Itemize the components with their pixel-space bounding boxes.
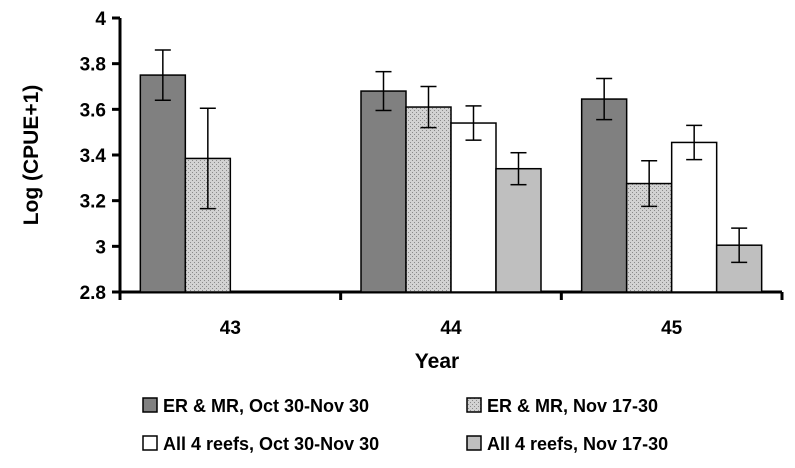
legend-label: ER & MR, Oct 30-Nov 30 [163,396,369,416]
legend: ER & MR, Oct 30-Nov 30 ER & MR, Nov 17-30… [142,396,668,454]
y-tick-label: 2.8 [80,283,106,304]
bar [360,90,407,293]
bar [139,74,187,293]
bar [450,122,497,293]
legend-swatch [142,435,158,451]
legend-swatch [142,397,158,413]
y-axis-title: Log (CPUE+1) [20,85,43,226]
legend-label: ER & MR, Nov 17-30 [487,396,658,416]
legend-label: All 4 reefs, Oct 30-Nov 30 [163,434,379,454]
x-tick-label: 44 [440,318,462,339]
y-tick-label: 3 [95,237,106,258]
x-tick-label: 43 [220,318,241,339]
legend-swatch [466,435,482,451]
y-tick-label: 3.8 [80,55,106,76]
y-tick-label: 3.2 [80,192,106,213]
x-tick-label: 45 [661,318,683,339]
plot-area: 2.8 3 3.2 3.4 3.6 3.8 4 43 44 45 [80,9,784,339]
bar [580,98,628,293]
y-tick-label: 3.4 [80,146,107,167]
bar [495,167,542,293]
legend-label: All 4 reefs, Nov 17-30 [487,434,668,454]
y-tick-label: 3.6 [80,100,106,121]
bar [184,157,232,293]
bar [670,141,718,293]
legend-swatch [466,397,482,413]
bar [405,106,452,293]
y-tick-label: 4 [95,9,106,30]
x-axis-title: Year [415,350,459,373]
